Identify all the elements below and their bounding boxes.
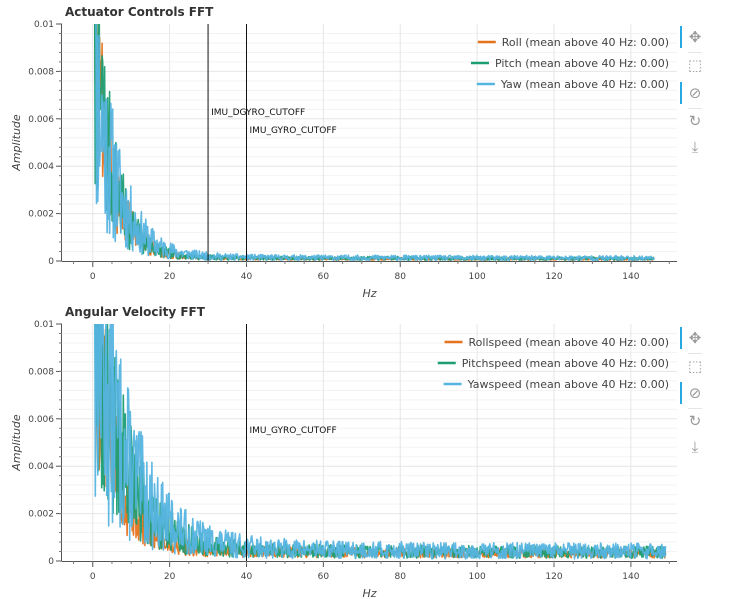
x-tick-label: 40 [241, 272, 253, 282]
x-tick-label: 80 [395, 572, 407, 582]
toolbar-divider [688, 108, 702, 109]
y-tick-label: 0.004 [28, 462, 54, 472]
chart-title: Actuator Controls FFT [65, 5, 214, 19]
y-tick-label: 0.01 [34, 20, 54, 30]
legend-item[interactable]: Rollspeed (mean above 40 Hz: 0.00) [444, 336, 669, 349]
legend-item[interactable]: Pitchspeed (mean above 40 Hz: 0.00) [437, 357, 669, 370]
legend-label: Pitch (mean above 40 Hz: 0.00) [495, 57, 669, 70]
pan-icon[interactable]: ✥ [680, 26, 706, 48]
actuator-controls-plot[interactable]: 0 20 40 60 80 100 120 140 0 0.002 0.004 0.006 0.008 0… [0, 0, 731, 300]
save-icon[interactable]: ⤓ [691, 438, 699, 456]
box-zoom-icon[interactable]: ⬚ [687, 56, 703, 74]
pan-icon[interactable]: ✥ [680, 327, 706, 349]
reset-icon[interactable]: ↻ [688, 112, 702, 130]
x-tick-label: 0 [90, 272, 96, 282]
axes: 0 20 40 60 80 100 120 140 0 0.002 0.004 0.006 0.008 0… [28, 320, 677, 582]
legend: Rollspeed (mean above 40 Hz: 0.00) Pitchs… [437, 336, 669, 391]
x-tick-label: 100 [469, 572, 486, 582]
grid [62, 24, 677, 261]
x-tick-label: 140 [622, 572, 639, 582]
legend-item[interactable]: Roll (mean above 40 Hz: 0.00) [477, 36, 669, 49]
legend-label: Roll (mean above 40 Hz: 0.00) [502, 36, 669, 49]
chart-title: Angular Velocity FFT [65, 305, 205, 319]
x-tick-label: 100 [469, 272, 486, 282]
x-tick-label: 40 [241, 572, 253, 582]
x-tick-label: 140 [622, 272, 639, 282]
wheel-zoom-icon[interactable]: ⊘ [680, 82, 706, 104]
x-tick-label: 120 [545, 272, 562, 282]
x-tick-label: 20 [164, 572, 176, 582]
legend-label: Yaw (mean above 40 Hz: 0.00) [500, 78, 669, 91]
box-zoom-icon[interactable]: ⬚ [687, 357, 703, 375]
series-line [94, 324, 667, 560]
y-tick-label: 0.002 [28, 210, 54, 220]
legend-item[interactable]: Pitch (mean above 40 Hz: 0.00) [470, 57, 669, 70]
plot-area [94, 324, 667, 560]
y-tick-label: 0.01 [34, 320, 54, 330]
y-tick-label: 0.008 [28, 67, 54, 77]
x-tick-label: 0 [90, 572, 96, 582]
x-tick-label: 60 [318, 572, 330, 582]
x-tick-label: 120 [545, 572, 562, 582]
y-tick-label: 0.002 [28, 510, 54, 520]
x-axis-label: Hz [362, 287, 376, 300]
legend-label: Pitchspeed (mean above 40 Hz: 0.00) [462, 357, 669, 370]
y-tick-label: 0.006 [28, 415, 54, 425]
angular-velocity-panel: Angular Velocity FFT 0 20 40 60 80 100 120 140 0… [0, 300, 731, 599]
toolbar-divider [688, 408, 702, 409]
actuator-controls-panel: Actuator Controls FFT 0 20 40 60 80 100 120 140… [0, 0, 731, 300]
legend: Roll (mean above 40 Hz: 0.00) Pitch (mean… [470, 36, 669, 91]
y-axis-label: Amplitude [10, 114, 23, 172]
y-tick-label: 0 [48, 257, 54, 267]
cutoff-label: IMU_GYRO_CUTOFF [250, 426, 337, 436]
x-tick-label: 20 [164, 272, 176, 282]
series-line [95, 24, 655, 261]
axes: 0 20 40 60 80 100 120 140 0 0.002 0.004 0.006 0.008 0… [28, 20, 677, 282]
angular-velocity-plot[interactable]: 0 20 40 60 80 100 120 140 0 0.002 0.004 0.006 0.008 0… [0, 300, 731, 599]
toolbar-divider [688, 353, 702, 354]
plot-area [93, 24, 655, 261]
cutoff-label: IMU_DGYRO_CUTOFF [211, 108, 305, 118]
y-tick-label: 0.006 [28, 115, 54, 125]
y-tick-label: 0.004 [28, 162, 54, 172]
cutoff-label: IMU_GYRO_CUTOFF [250, 126, 337, 136]
x-tick-label: 60 [318, 272, 330, 282]
x-tick-label: 80 [395, 272, 407, 282]
reset-icon[interactable]: ↻ [688, 412, 702, 430]
legend-item[interactable]: Yaw (mean above 40 Hz: 0.00) [476, 78, 669, 91]
save-icon[interactable]: ⤓ [691, 138, 699, 156]
y-tick-label: 0.008 [28, 367, 54, 377]
legend-item[interactable]: Yawspeed (mean above 40 Hz: 0.00) [443, 378, 669, 391]
y-tick-label: 0 [48, 557, 54, 567]
y-axis-label: Amplitude [10, 414, 23, 472]
x-axis-label: Hz [362, 587, 376, 599]
toolbar-divider [688, 52, 702, 53]
legend-label: Rollspeed (mean above 40 Hz: 0.00) [469, 336, 669, 349]
wheel-zoom-icon[interactable]: ⊘ [680, 382, 706, 404]
legend-label: Yawspeed (mean above 40 Hz: 0.00) [467, 378, 669, 391]
